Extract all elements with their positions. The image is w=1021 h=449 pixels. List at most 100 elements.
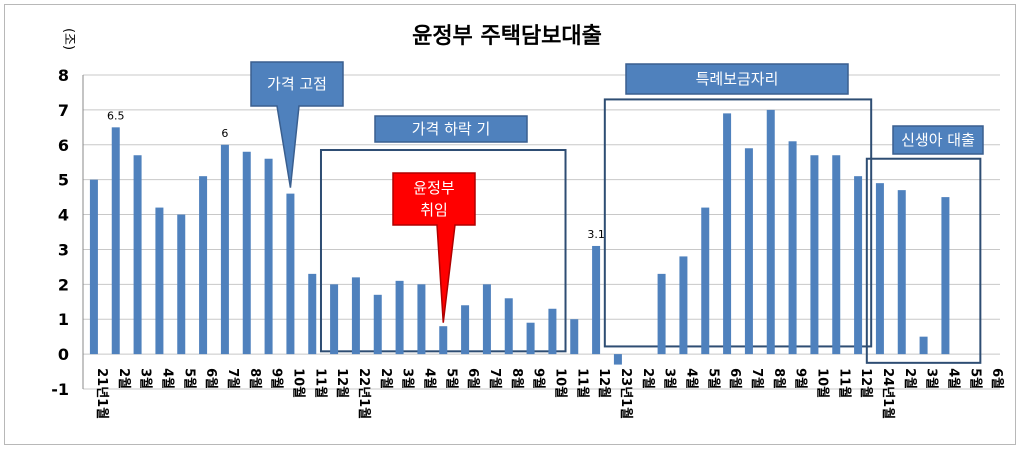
bar	[744, 148, 753, 355]
x-tick-label: 22년1월	[356, 368, 372, 419]
bar	[155, 207, 164, 355]
bar	[919, 336, 928, 355]
y-tick-label: 2	[58, 275, 69, 294]
bar	[199, 176, 208, 355]
newborn-loan-region	[865, 157, 982, 364]
bar	[286, 193, 295, 355]
x-tick-label: 6월	[727, 368, 743, 389]
y-tick-label: 6	[58, 136, 69, 155]
bar	[810, 155, 819, 355]
bar	[548, 308, 557, 355]
x-tick-label: 8월	[509, 368, 525, 389]
bar	[592, 245, 601, 355]
y-tick-label: 8	[58, 66, 69, 85]
x-tick-label: 5월	[967, 368, 983, 389]
chart-frame: -1 0 1 2 3 4 5 6 7 8 21년1월 2월 3월 4월 5월 6월 7월 8월 9월 10월 11월 12…	[4, 4, 1016, 445]
x-tick-label: 23년1월	[618, 368, 634, 419]
bar	[766, 109, 775, 355]
bar	[897, 190, 906, 355]
x-tick-label: 2월	[902, 368, 918, 389]
x-tick-label: 5월	[705, 368, 721, 389]
price-drop-label-label: 가격 하락 기	[412, 120, 491, 138]
y-tick-label: 0	[58, 345, 69, 364]
y-tick-label: -1	[51, 380, 69, 399]
inauguration-callout-line1: 윤정부	[413, 179, 455, 197]
x-tick-label: 11월	[574, 368, 590, 398]
bar	[177, 214, 186, 355]
y-tick-label: 4	[58, 206, 69, 225]
x-tick-label: 9월	[793, 368, 809, 389]
data-labels: 6.5 6 3.1	[107, 109, 605, 241]
price-peak-callout: 가격 고점	[250, 61, 344, 188]
x-tick-label: 3월	[924, 368, 940, 389]
special-loan-label-label: 특례보금자리	[696, 70, 779, 88]
bar	[613, 354, 622, 365]
bar	[854, 176, 863, 355]
bar	[941, 197, 950, 355]
x-tick-label: 24년1월	[880, 368, 896, 419]
x-tick-label: 10월	[814, 368, 830, 398]
special-loan-region	[603, 98, 873, 348]
x-tick-label: 11월	[836, 368, 852, 398]
bar	[308, 273, 317, 355]
bar	[220, 144, 229, 355]
x-tick-label: 4월	[159, 368, 175, 389]
x-tick-label: 5월	[443, 368, 459, 389]
x-tick-label: 3월	[138, 368, 154, 389]
chart-title: 윤정부 주택담보대출	[412, 24, 602, 49]
bar	[875, 183, 884, 355]
x-tick-label: 7월	[749, 368, 765, 389]
x-tick-label: 9월	[531, 368, 547, 389]
x-tick-label: 4월	[683, 368, 699, 389]
x-tick-label: 2월	[640, 368, 656, 389]
bars	[89, 109, 950, 365]
x-tick-label: 11월	[312, 368, 328, 398]
bar	[701, 207, 710, 355]
bar	[264, 158, 273, 355]
bar	[570, 319, 579, 355]
bar	[504, 298, 513, 355]
x-tick-label: 6월	[203, 368, 219, 389]
x-tick-label: 9월	[269, 368, 285, 389]
bar	[242, 151, 251, 355]
bar	[679, 256, 688, 355]
bar	[439, 326, 448, 355]
bar	[723, 113, 732, 355]
newborn-loan-label: 신생아 대출	[892, 125, 984, 155]
bar	[133, 155, 142, 355]
data-label: 6.5	[107, 109, 125, 122]
data-label: 3.1	[587, 228, 605, 241]
x-tick-label: 8월	[771, 368, 787, 389]
x-tick-label: 4월	[421, 368, 437, 389]
price-drop-label-box	[374, 115, 528, 143]
special-loan-label-box	[625, 63, 849, 95]
y-tick-label: 7	[58, 101, 69, 120]
x-tick-label: 5월	[181, 368, 197, 389]
x-tick-label: 4월	[945, 368, 961, 389]
bar	[417, 284, 426, 355]
bar	[461, 305, 470, 355]
price-drop-label: 가격 하락 기	[374, 115, 528, 143]
bar	[482, 284, 491, 355]
bar	[351, 277, 360, 355]
x-tick-label: 2월	[378, 368, 394, 389]
bar	[526, 322, 535, 355]
bar	[395, 280, 404, 355]
newborn-loan-label-box	[892, 125, 984, 155]
bar	[330, 284, 339, 355]
y-tick-label: 3	[58, 240, 69, 259]
x-tick-label: 10월	[552, 368, 568, 398]
x-tick-label: 12월	[334, 368, 350, 398]
bar	[832, 155, 841, 355]
data-label: 6	[221, 127, 228, 140]
x-tick-label: 12월	[858, 368, 874, 398]
x-tick-label: 6월	[465, 368, 481, 389]
x-tick-label: 7월	[487, 368, 503, 389]
y-axis-unit: (조)	[61, 28, 76, 50]
bar	[657, 273, 666, 355]
newborn-loan-label-label: 신생아 대출	[901, 131, 975, 149]
